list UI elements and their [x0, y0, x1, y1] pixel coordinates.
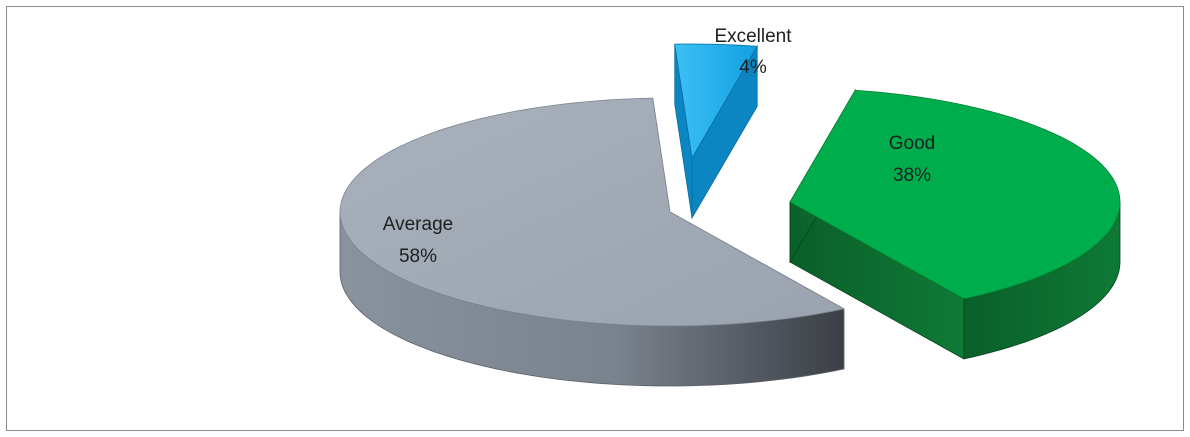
slice-percent-good: 38% — [893, 165, 931, 186]
pie-slice-average — [339, 97, 846, 387]
pie-slice-top-average — [339, 97, 846, 327]
slice-label-good: Good — [889, 133, 935, 154]
pie-slice-top-excellent — [674, 43, 758, 160]
pie-slice-excellent — [674, 43, 758, 220]
slice-label-excellent: Excellent — [714, 26, 792, 47]
pie-slice-good — [789, 88, 1121, 360]
pie-slice-top-good — [789, 89, 1121, 300]
slice-label-average: Average — [383, 214, 453, 235]
slice-percent-average: 58% — [399, 246, 437, 267]
slice-percent-excellent: 4% — [739, 57, 767, 78]
